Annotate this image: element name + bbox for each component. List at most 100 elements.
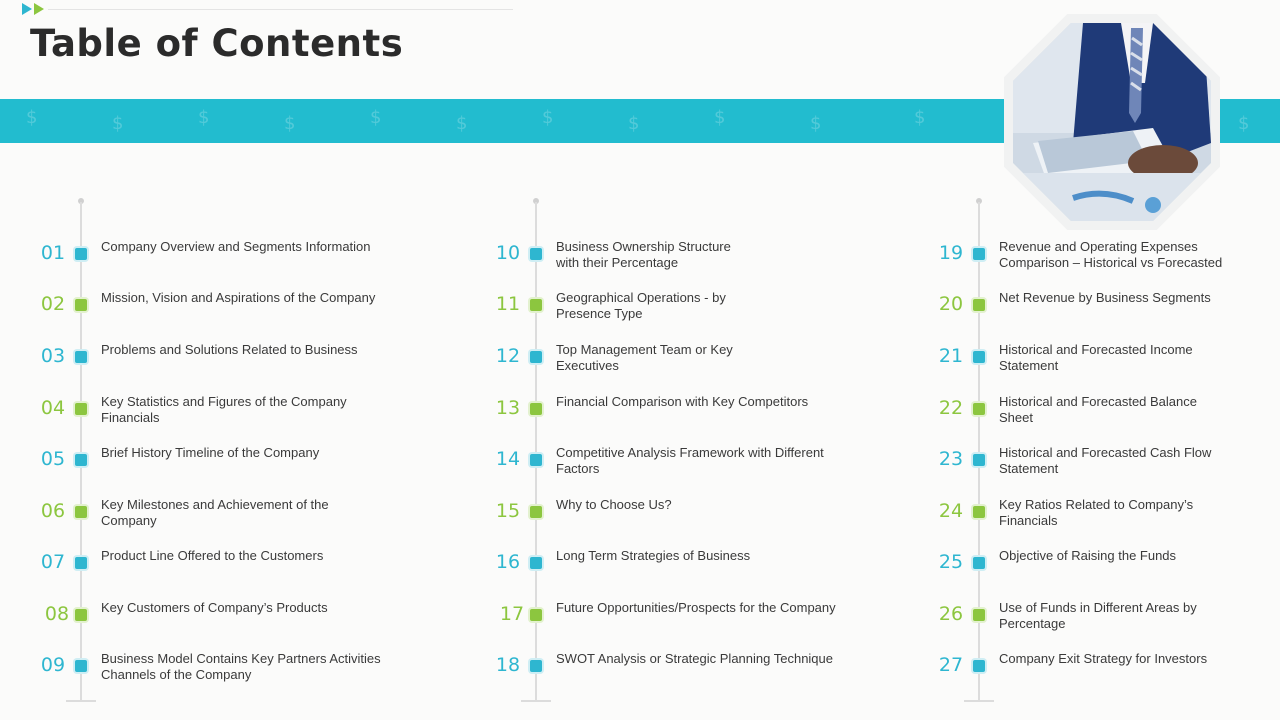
- toc-item-number: 10: [495, 242, 521, 264]
- toc-item: 17 Future Opportunities/Prospects for th…: [490, 600, 910, 641]
- toc-item-number: 01: [40, 242, 66, 264]
- toc-item: 12 Top Management Team or Key Executives: [490, 342, 910, 383]
- bullet-square-icon: [530, 660, 542, 672]
- timeline-line: [535, 202, 537, 700]
- toc-item-label: Product Line Offered to the Customers: [101, 548, 324, 563]
- toc-item-number: 23: [938, 448, 964, 470]
- dollar-sign-icon: $: [714, 107, 726, 128]
- toc-item-number: 27: [938, 654, 964, 676]
- toc-item-number: 20: [938, 293, 964, 315]
- toc-item-label: Objective of Raising the Funds: [999, 548, 1177, 563]
- bullet-square-icon: [75, 609, 87, 621]
- toc-item-label: Key Statistics and Figures of the Compan…: [101, 394, 347, 425]
- bullet-square-icon: [530, 248, 542, 260]
- bullet-square-icon: [530, 299, 542, 311]
- dollar-sign-icon: $: [628, 113, 640, 134]
- toc-item-number: 14: [495, 448, 521, 470]
- photo-frame: [1004, 14, 1220, 230]
- toc-item-label: Key Ratios Related to Company’s Financia…: [999, 497, 1194, 528]
- toc-column-2: 10 Business Ownership Structure with thei…: [490, 0, 910, 720]
- toc-item-label: Key Milestones and Achievement of the Co…: [101, 497, 329, 528]
- dollar-sign-icon: $: [370, 107, 382, 128]
- toc-item: 01 Company Overview and Segments Informat…: [35, 239, 455, 280]
- toc-item-number: 26: [938, 603, 964, 625]
- bullet-square-icon: [75, 351, 87, 363]
- toc-item: 14 Competitive Analysis Framework with Di…: [490, 445, 910, 486]
- bullet-square-icon: [75, 506, 87, 518]
- dollar-sign-icon: $: [542, 107, 554, 128]
- toc-item-number: 21: [938, 345, 964, 367]
- toc-item-number: 17: [499, 603, 525, 625]
- toc-item: 22 Historical and Forecasted Balance Shee…: [933, 394, 1280, 435]
- header-divider: [48, 9, 513, 10]
- toc-item-label: Company Exit Strategy for Investors: [999, 651, 1208, 666]
- dollar-sign-icon: $: [1238, 113, 1250, 134]
- dollar-sign-icon: $: [810, 113, 822, 134]
- toc-item-number: 15: [495, 500, 521, 522]
- bullet-square-icon: [530, 557, 542, 569]
- toc-item: 27 Company Exit Strategy for Investors: [933, 651, 1280, 692]
- toc-item: 07 Product Line Offered to the Customers: [35, 548, 455, 589]
- bullet-square-icon: [973, 248, 985, 260]
- toc-item-label: Geographical Operations - by Presence Ty…: [556, 290, 726, 321]
- toc-item-number: 06: [40, 500, 66, 522]
- bullet-square-icon: [75, 454, 87, 466]
- toc-item-label: Key Customers of Company’s Products: [101, 600, 328, 615]
- dollar-sign-icon: $: [26, 107, 38, 128]
- toc-item: 19 Revenue and Operating Expenses Compari…: [933, 239, 1280, 280]
- toc-item-number: 24: [938, 500, 964, 522]
- dollar-sign-icon: $: [198, 107, 210, 128]
- toc-item-number: 25: [938, 551, 964, 573]
- timeline-dot: [533, 198, 539, 204]
- toc-item: 26 Use of Funds in Different Areas by Per…: [933, 600, 1280, 641]
- bullet-square-icon: [75, 660, 87, 672]
- bullet-square-icon: [973, 506, 985, 518]
- timeline-dot: [78, 198, 84, 204]
- toc-item-number: 13: [495, 397, 521, 419]
- bullet-square-icon: [973, 299, 985, 311]
- bullet-square-icon: [973, 660, 985, 672]
- toc-item-label: Company Overview and Segments Informatio…: [101, 239, 371, 254]
- toc-column-1: 01 Company Overview and Segments Informat…: [35, 0, 455, 720]
- toc-item: 10 Business Ownership Structure with thei…: [490, 239, 910, 280]
- toc-item-label: Brief History Timeline of the Company: [101, 445, 320, 460]
- toc-item-label: Net Revenue by Business Segments: [999, 290, 1211, 305]
- toc-item: 09 Business Model Contains Key Partners A…: [35, 651, 455, 692]
- toc-item-number: 04: [40, 397, 66, 419]
- bullet-square-icon: [973, 351, 985, 363]
- toc-item: 15 Why to Choose Us?: [490, 497, 910, 538]
- bullet-square-icon: [75, 403, 87, 415]
- toc-item-label: Business Ownership Structure with their …: [556, 239, 731, 270]
- toc-column-3: 19 Revenue and Operating Expenses Compari…: [933, 0, 1280, 720]
- toc-item: 04 Key Statistics and Figures of the Comp…: [35, 394, 455, 435]
- toc-item: 25 Objective of Raising the Funds: [933, 548, 1280, 589]
- toc-item-label: Revenue and Operating Expenses Compariso…: [999, 239, 1223, 270]
- toc-item-number: 22: [938, 397, 964, 419]
- toc-item: 11 Geographical Operations - by Presence …: [490, 290, 910, 331]
- toc-item: 23 Historical and Forecasted Cash Flow St…: [933, 445, 1280, 486]
- bullet-square-icon: [75, 248, 87, 260]
- toc-item-label: Historical and Forecasted Income Stateme…: [999, 342, 1193, 373]
- bullet-square-icon: [973, 557, 985, 569]
- toc-item-number: 19: [938, 242, 964, 264]
- toc-item: 16 Long Term Strategies of Business: [490, 548, 910, 589]
- toc-item: 03 Problems and Solutions Related to Busi…: [35, 342, 455, 383]
- timeline-base: [521, 700, 551, 702]
- double-play-arrow-icon: [22, 3, 44, 15]
- bullet-square-icon: [973, 403, 985, 415]
- toc-item-label: Business Model Contains Key Partners Act…: [101, 651, 381, 682]
- bullet-square-icon: [530, 403, 542, 415]
- toc-item-number: 12: [495, 345, 521, 367]
- toc-item-label: Use of Funds in Different Areas by Perce…: [999, 600, 1197, 631]
- page-title: Table of Contents: [30, 22, 404, 65]
- bullet-square-icon: [530, 609, 542, 621]
- bullet-square-icon: [973, 609, 985, 621]
- toc-item: 02 Mission, Vision and Aspirations of the…: [35, 290, 455, 331]
- toc-item-number: 16: [495, 551, 521, 573]
- bullet-square-icon: [530, 506, 542, 518]
- dollar-sign-icon: $: [112, 113, 124, 134]
- toc-item: 18 SWOT Analysis or Strategic Planning Te…: [490, 651, 910, 692]
- toc-item: 08 Key Customers of Company’s Products: [35, 600, 455, 641]
- toc-item: 05 Brief History Timeline of the Company: [35, 445, 455, 486]
- toc-item-label: Why to Choose Us?: [556, 497, 672, 512]
